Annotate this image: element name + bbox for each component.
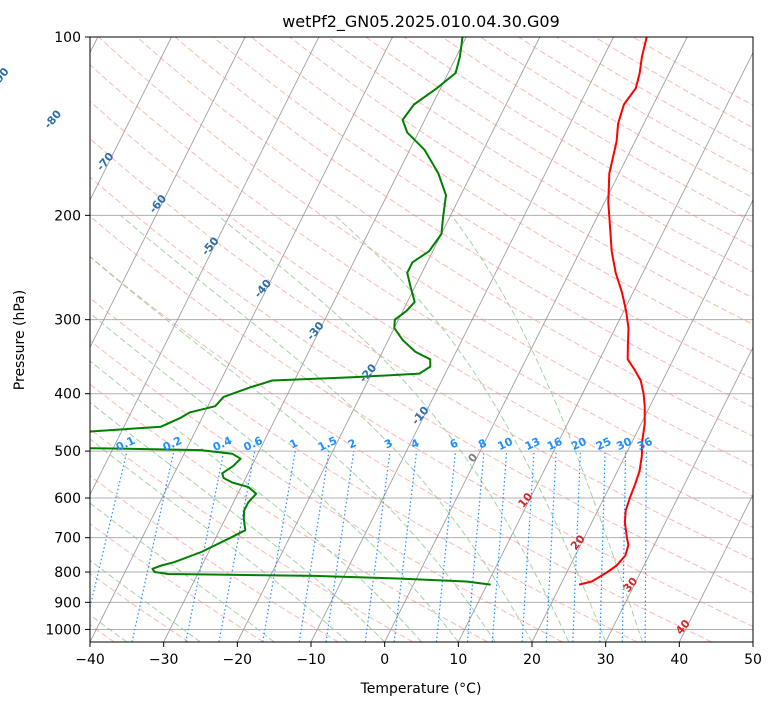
dry-adiabat-line <box>633 37 775 642</box>
y-tick-label: 500 <box>54 444 81 460</box>
dry-adiabat-line <box>0 37 488 642</box>
dry-adiabat-label: -90 <box>0 65 12 89</box>
dry-adiabat-line <box>0 37 775 642</box>
isotherm-line <box>679 37 775 642</box>
mixing-ratio-label: 20 <box>569 435 589 453</box>
x-tick-label: 30 <box>597 652 615 668</box>
temperature-profile <box>579 37 647 585</box>
mixing-ratio-line <box>492 451 506 642</box>
mixing-ratio-label: 30 <box>614 435 634 453</box>
dry-adiabat-label: 0 <box>465 451 480 465</box>
mixing-ratio-label: 36 <box>635 435 655 453</box>
x-tick-label: 40 <box>670 652 688 668</box>
x-tick-label: −10 <box>296 652 326 668</box>
dry-adiabat-label: -80 <box>41 107 64 131</box>
mixing-ratio-line <box>436 451 455 642</box>
dry-adiabat-line <box>328 37 775 642</box>
mixing-ratio-line <box>132 451 174 642</box>
y-tick-label: 300 <box>54 313 81 329</box>
mixing-ratio-label: 4 <box>409 436 422 451</box>
dry-adiabat-line <box>137 37 775 642</box>
mixing-ratio-line <box>622 451 625 642</box>
dry-adiabat-line <box>0 37 775 642</box>
x-tick-label: 50 <box>744 652 762 668</box>
y-tick-label: 700 <box>54 531 81 547</box>
plot-area <box>0 37 775 642</box>
mixing-ratio-line <box>186 451 224 642</box>
dry-adiabat-line <box>0 37 712 642</box>
mixing-ratio-label: 10 <box>496 435 516 453</box>
moist-adiabat-line <box>0 344 201 642</box>
moist-adiabat-line <box>121 215 533 642</box>
y-tick-label: 200 <box>54 208 81 224</box>
mixing-ratio-label: 2 <box>346 436 358 451</box>
mixing-ratio-line <box>365 451 390 642</box>
y-tick-label: 1000 <box>45 622 81 638</box>
mixing-ratio-line <box>645 451 646 642</box>
dry-adiabat-line <box>366 37 775 642</box>
x-tick-label: −40 <box>75 652 105 668</box>
dry-adiabat-line <box>0 37 413 642</box>
chart-title: wetPf2_GN05.2025.010.04.30.G09 <box>282 12 560 32</box>
x-tick-label: 10 <box>449 652 467 668</box>
isotherm-line <box>753 37 775 642</box>
isotherm-line <box>606 37 775 642</box>
dry-adiabat-line <box>0 37 264 642</box>
dry-adiabat-line <box>557 37 775 642</box>
x-tick-label: −20 <box>223 652 253 668</box>
isotherm-line <box>90 37 393 642</box>
x-tick-label: 20 <box>523 652 541 668</box>
mixing-ratio-label: 3 <box>382 436 394 451</box>
y-tick-label: 400 <box>54 387 81 403</box>
y-tick-label: 800 <box>54 565 81 581</box>
mixing-ratio-line <box>600 451 605 642</box>
y-axis-label: Pressure (hPa) <box>12 290 28 390</box>
x-tick-label: 0 <box>380 652 389 668</box>
mixing-ratio-label: 25 <box>594 435 613 453</box>
mixing-ratio-line <box>394 451 416 642</box>
mixing-ratio-label: 13 <box>523 435 542 453</box>
dry-adiabat-line <box>404 37 775 642</box>
dry-adiabat-line <box>0 37 562 642</box>
plot-frame <box>90 37 753 642</box>
y-tick-label: 600 <box>54 491 81 507</box>
mixing-ratio-label: 6 <box>448 436 461 451</box>
moist-adiabat-line <box>0 302 274 642</box>
mixing-ratio-line <box>326 451 354 642</box>
dry-adiabat-line <box>0 37 775 642</box>
isotherm-line <box>458 37 760 642</box>
isotherm-line <box>385 37 688 642</box>
annotation-layer: 0.10.20.40.611.52346810131620253036-100-… <box>0 20 693 637</box>
mixing-ratio-label: 16 <box>545 435 565 453</box>
dry-adiabat-line <box>175 37 775 642</box>
y-tick-label: 900 <box>54 595 81 611</box>
x-axis-label: Temperature (°C) <box>360 681 482 697</box>
moist-adiabat-line <box>451 215 642 642</box>
x-tick-label: −30 <box>149 652 179 668</box>
y-tick-label: 100 <box>54 30 81 46</box>
mixing-ratio-label: 1 <box>288 436 300 451</box>
